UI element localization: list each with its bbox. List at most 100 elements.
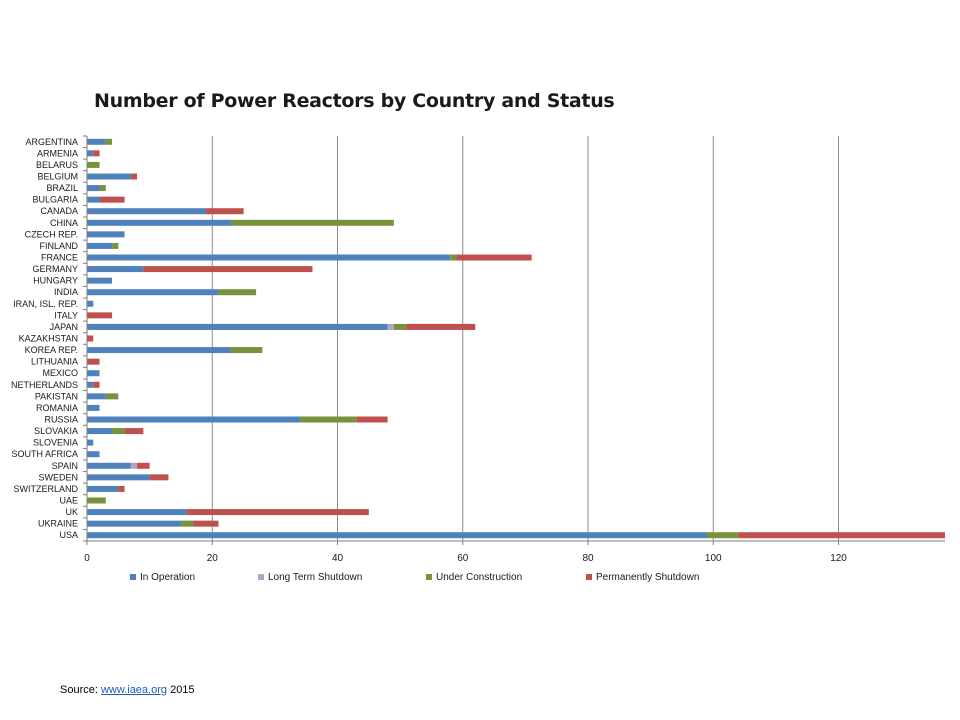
legend-label: Permanently Shutdown (596, 572, 699, 583)
bar-segment (137, 462, 150, 469)
source-suffix: 2015 (167, 684, 195, 696)
category-label: SOUTH AFRICA (11, 449, 78, 459)
bar-segment (130, 462, 138, 469)
bar-segment (87, 381, 94, 388)
category-label: PAKISTAN (35, 391, 78, 401)
category-label: FINLAND (39, 241, 78, 251)
category-label: GERMANY (32, 264, 78, 274)
category-label: CANADA (40, 206, 78, 216)
category-label: IRAN, ISL. REP. (13, 299, 78, 309)
bar-segment (87, 497, 106, 504)
bar-segment (105, 393, 119, 400)
bar-segment (87, 208, 206, 215)
category-label: JAPAN (50, 322, 78, 332)
bar-segment (87, 323, 388, 330)
category-label: BULGARIA (32, 195, 78, 205)
bar-segment (87, 439, 94, 446)
bar-segment (87, 277, 113, 284)
category-label: CZECH REP. (25, 229, 78, 239)
category-label: SWITZERLAND (13, 484, 78, 494)
legend-swatch (586, 574, 592, 580)
bar-segment (218, 289, 257, 296)
bar-segment (87, 150, 94, 157)
category-label: LITHUANIA (31, 357, 78, 367)
bar-segment (87, 185, 100, 192)
legend-label: Long Term Shutdown (268, 572, 362, 583)
legend: In Operation Long Term Shutdown Under Cons… (130, 572, 699, 583)
category-label: USA (59, 530, 78, 540)
source-link[interactable]: www.iaea.org (100, 684, 168, 696)
bar-segment (707, 532, 739, 539)
category-label: ROMANIA (36, 403, 78, 413)
category-label: KOREA REP. (25, 345, 78, 355)
category-label: RUSSIA (44, 415, 78, 425)
category-label: UKRAINE (38, 519, 78, 529)
bar-segment (87, 266, 144, 273)
bar-segment (87, 312, 113, 319)
legend-swatch (130, 574, 136, 580)
bar-segment (205, 208, 244, 215)
bar-segment (406, 323, 476, 330)
bar-segment (105, 138, 113, 145)
bar-segment (87, 520, 181, 527)
category-label: BELGIUM (37, 172, 78, 182)
bar-segment (87, 173, 131, 180)
category-label: BRAZIL (46, 183, 78, 193)
x-tick-label: 0 (84, 553, 90, 564)
bar-segment (393, 323, 407, 330)
category-label: INDIA (54, 287, 78, 297)
bar-segment (87, 219, 232, 226)
bar-segment (87, 242, 113, 249)
source-note: Source: www.iaea.org 2015 (60, 684, 195, 696)
bar-segment (87, 428, 113, 435)
x-tick-label: 80 (582, 553, 594, 564)
bar-segment (87, 370, 100, 377)
bar-segment (356, 416, 388, 423)
bar-segment (87, 161, 100, 168)
legend-swatch (258, 574, 264, 580)
x-tick-label: 40 (332, 553, 344, 564)
category-label: ITALY (54, 310, 78, 320)
category-label: SWEDEN (38, 472, 78, 482)
category-label: MEXICO (42, 368, 78, 378)
category-label: UK (65, 507, 78, 517)
bar-segment (87, 358, 100, 365)
category-label: SLOVAKIA (34, 426, 78, 436)
source-prefix: Source: (60, 684, 101, 696)
bar-segment (87, 289, 219, 296)
legend-label: In Operation (140, 572, 195, 583)
bar-segment (93, 150, 100, 157)
category-label: ARGENTINA (25, 137, 78, 147)
bar-segment (99, 185, 106, 192)
bar-segment (738, 532, 945, 539)
bar-segment (450, 254, 457, 261)
category-label: SLOVENIA (33, 438, 78, 448)
bar-segment (87, 347, 232, 354)
bar-segment (87, 254, 451, 261)
bar-segment (87, 416, 300, 423)
category-label: HUNGARY (33, 276, 78, 286)
category-label: NETHERLANDS (11, 380, 78, 390)
bars (87, 138, 945, 539)
bar-segment (87, 485, 119, 492)
bar-segment (87, 474, 150, 481)
x-tick-labels: 0 20 40 60 80 100 120 (84, 553, 847, 564)
bar-segment (87, 462, 131, 469)
bar-segment (112, 428, 125, 435)
bar-segment (124, 428, 144, 435)
bar-segment (180, 520, 194, 527)
category-label: ARMENIA (37, 148, 78, 158)
x-tick-label: 100 (705, 553, 722, 564)
bar-segment (231, 219, 394, 226)
bar-segment (87, 335, 94, 342)
gridlines (211, 136, 840, 541)
bar-segment (87, 509, 188, 516)
bar-segment (112, 242, 119, 249)
category-label: CHINA (50, 218, 78, 228)
bar-segment (87, 196, 100, 203)
bar-segment (87, 231, 125, 238)
x-tick-label: 20 (207, 553, 219, 564)
bar-segment (456, 254, 532, 261)
